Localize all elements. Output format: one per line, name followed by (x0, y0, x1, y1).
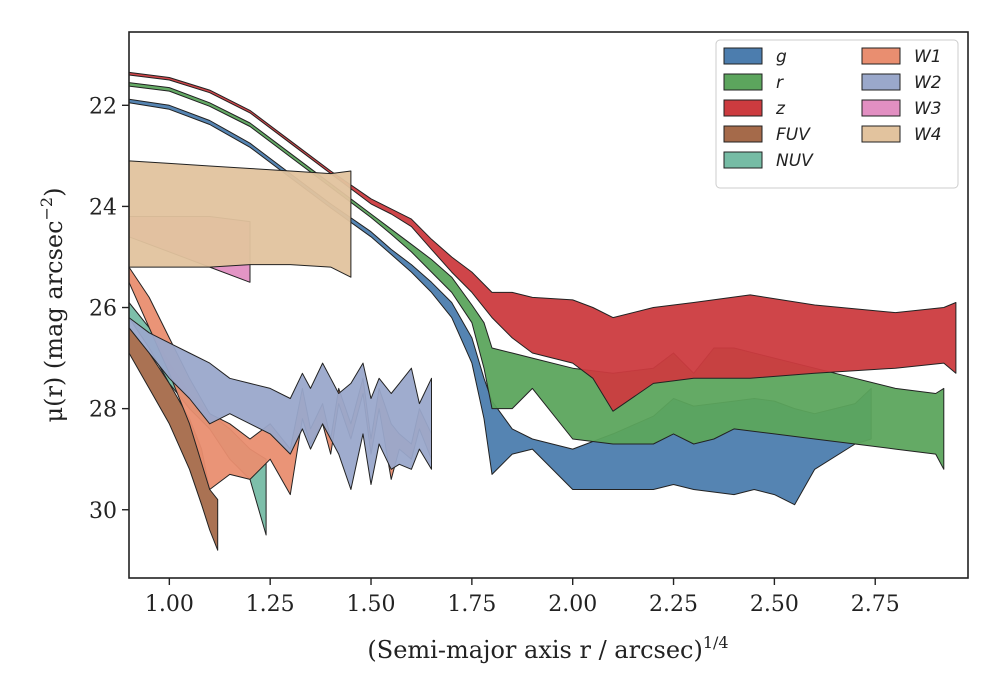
legend-label-w1: W1 (914, 47, 942, 67)
legend: grz FUV NUV W1 W2 W3 W4 (715, 39, 959, 189)
legend-swatch-w3 (861, 99, 901, 117)
x-tick-label: 2.00 (548, 592, 597, 617)
x-tick-label: 1.00 (145, 592, 194, 617)
x-axis: 1.00 1.25 1.50 1.75 2.00 2.25 2.50 2.75 (145, 578, 900, 617)
legend-label-w3: W3 (914, 99, 942, 119)
legend-swatch-w4 (861, 125, 901, 143)
series-band-w4 (128, 160, 352, 278)
y-tick-label: 30 (89, 499, 117, 524)
legend-label-z: z (775, 99, 786, 119)
x-axis-label: (Semi-major axis r / arcsec)1/4 (367, 633, 728, 664)
y-tick-label: 26 (89, 297, 117, 322)
plot-frame (128, 31, 969, 579)
x-tick-label: 2.25 (649, 592, 698, 617)
x-tick-label: 1.50 (347, 592, 396, 617)
legend-swatch-r (723, 73, 763, 91)
y-tick-label: 28 (89, 398, 117, 423)
x-tick-label: 1.25 (246, 592, 295, 617)
x-tick-label: 1.75 (447, 592, 496, 617)
y-axis: 22 24 26 28 30 (89, 94, 129, 524)
y-tick-label: 24 (89, 195, 117, 220)
x-tick-label: 2.75 (851, 592, 900, 617)
y-axis-label: μ(r) (mag arcsec−2) (37, 188, 68, 423)
legend-swatch-w1 (861, 47, 901, 65)
legend-swatch-fuv (723, 125, 763, 143)
legend-swatch-nuv (723, 151, 763, 169)
legend-label-fuv: FUV (776, 125, 811, 145)
legend-label-w2: W2 (914, 73, 942, 93)
legend-label-nuv: NUV (776, 151, 814, 171)
legend-label-g: g (776, 47, 787, 67)
series-band-w2 (128, 317, 432, 490)
legend-swatch-g (723, 47, 763, 65)
legend-swatch-z (723, 99, 763, 117)
y-tick-label: 22 (89, 94, 117, 119)
series-layer (128, 71, 957, 551)
series-band-fuv (128, 327, 219, 551)
series-band-z (128, 71, 957, 412)
legend-swatch-w2 (861, 73, 901, 91)
legend-label-r: r (776, 73, 784, 93)
x-tick-label: 2.50 (750, 592, 799, 617)
legend-label-w4: W4 (914, 125, 942, 145)
